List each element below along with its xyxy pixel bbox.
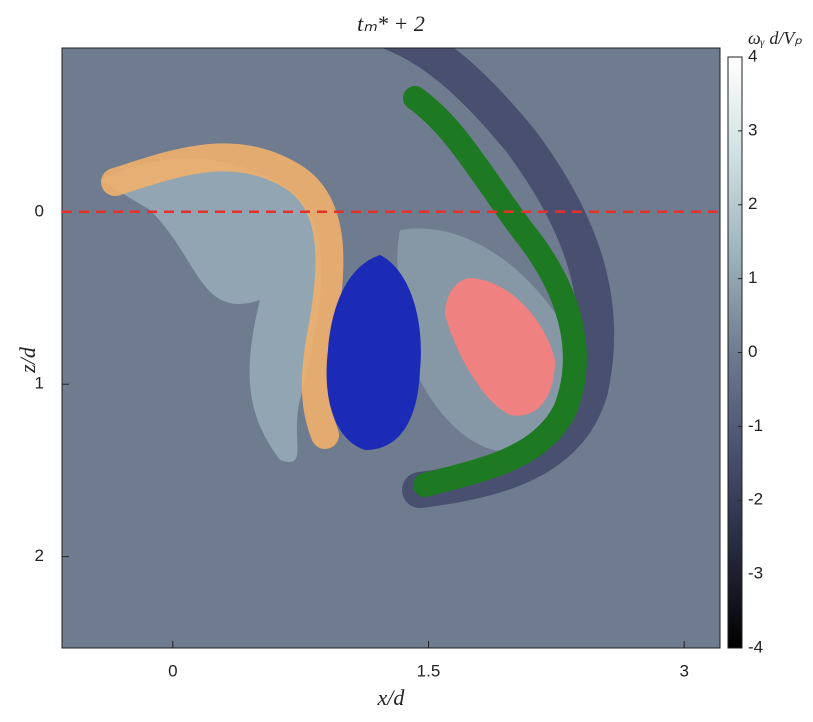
y-tick-label: 2 <box>35 546 44 565</box>
flow-structures <box>100 48 615 508</box>
colorbar-tick-label: 1 <box>748 268 757 287</box>
y-tick-label: 1 <box>35 374 44 393</box>
green-vortex <box>403 86 587 497</box>
colorbar-tick-label: 4 <box>748 46 757 65</box>
y-axis-label: z/d <box>15 346 40 374</box>
orange-vortex <box>101 143 344 449</box>
colorbar-label: ωᵧ d/Vₚ <box>748 28 802 48</box>
colorbar-tick-label: 2 <box>748 194 757 213</box>
x-tick-label: 0 <box>168 661 177 680</box>
colorbar-tick-label: -4 <box>748 637 763 656</box>
red-vortex <box>445 278 555 416</box>
x-tick-label: 3 <box>679 661 688 680</box>
plot-frame <box>61 47 721 649</box>
blue-vortex <box>326 255 421 450</box>
y-tick-label: 0 <box>35 201 44 220</box>
chart-title: tₘ* + 2 <box>357 11 425 36</box>
colorbar-tick-label: -1 <box>748 416 763 435</box>
x-axis-label: x/d <box>377 685 406 710</box>
colorbar-tick-label: -2 <box>748 490 763 509</box>
colorbar-tick-label: -3 <box>748 564 763 583</box>
x-tick-label: 1.5 <box>417 661 441 680</box>
wisp-region <box>100 158 322 462</box>
colorbar-tick-label: 0 <box>748 342 757 361</box>
colorbar-tick-label: 3 <box>748 120 757 139</box>
